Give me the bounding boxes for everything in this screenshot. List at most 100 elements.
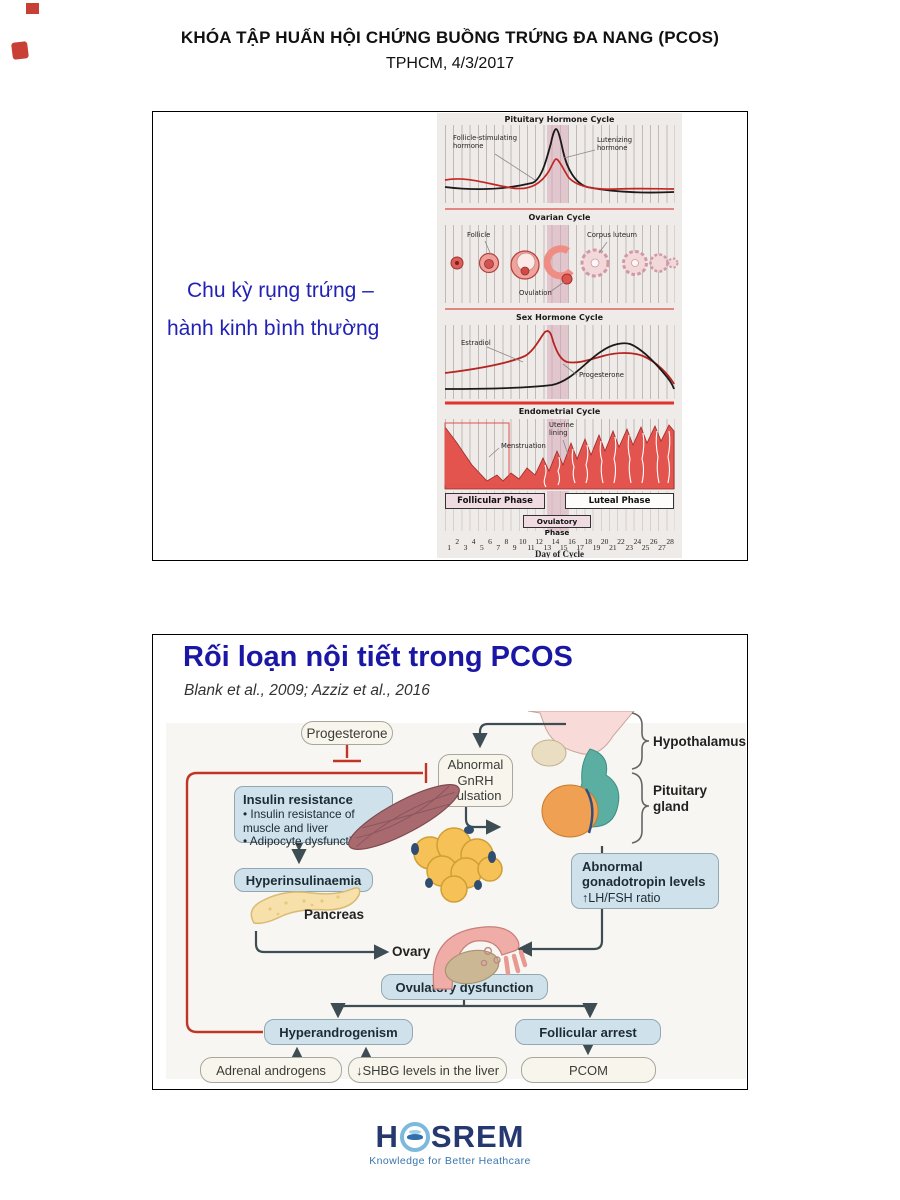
day-tick: 6 (488, 537, 492, 546)
logo-letters-srem: SREM (430, 1119, 525, 1154)
day-tick: 11 (527, 543, 535, 552)
menstrual-cycle-figure: Pituitary Hormone Cycle Ovarian Cycle Se… (437, 113, 682, 558)
progesterone-label: Progesterone (579, 371, 624, 379)
menstruation-pointer (488, 447, 500, 458)
bullet-item: Adipocyte dysfunction (243, 835, 384, 849)
pcos-flowchart: Progesterone Abnormal GnRH pulsation Ins… (166, 711, 746, 1087)
released-egg (561, 273, 573, 285)
caption-line1: Chu kỳ rụng trứng – (187, 279, 374, 302)
flowchart-connectors (185, 711, 650, 1063)
panel2-title: Ovarian Cycle (528, 213, 591, 222)
day-tick: 13 (543, 543, 552, 552)
ovulating-follicle (543, 245, 574, 280)
day-tick: 5 (479, 543, 484, 552)
hosrem-logo: H SREM Knowledge for Better Heathcare (0, 1119, 900, 1167)
hyperinsulinaemia-box: Hyperinsulinaemia (234, 868, 373, 892)
day-tick: 28 (666, 537, 674, 546)
day-tick: 14 (551, 537, 560, 546)
pcom-box: PCOM (521, 1057, 656, 1083)
day-tick: 23 (625, 543, 633, 552)
menstruation-label: Menstruation (501, 442, 546, 450)
estradiol-pointer (486, 346, 524, 363)
gland-lines (543, 430, 671, 488)
slide1-caption: Chu kỳ rụng trứng – hành kinh bình thườn… (167, 272, 431, 348)
hyperandrogenism-box: Hyperandrogenism (264, 1019, 413, 1045)
progesterone-curve (444, 342, 675, 390)
course-date: TPHCM, 4/3/2017 (385, 55, 515, 72)
lh-fsh-ratio: ↑LH/FSH ratio (582, 890, 661, 905)
day-tick: 7 (496, 543, 501, 552)
estradiol-label: Estradiol (461, 339, 491, 347)
ovulatory-dysfunction-box: Ovulatory dysfunction (381, 974, 548, 1000)
follicle-core (484, 259, 494, 269)
shbg-box: ↓SHBG levels in the liver (348, 1057, 507, 1083)
course-title: KHÓA TẬP HUẤN HỘI CHỨNG BUỒNG TRỨNG ĐA N… (180, 28, 720, 47)
panel1-title: Pituitary Hormone Cycle (504, 115, 615, 124)
ovulation-band (547, 225, 568, 303)
menstruation-outline (444, 422, 510, 486)
corpus-center (631, 259, 639, 267)
corpus-center (590, 258, 600, 268)
slide2-title: Rối loạn nội tiết trong PCOS (183, 641, 573, 673)
day-tick: 25 (641, 543, 650, 552)
day-tick: 24 (633, 537, 642, 546)
corpus-luteum (649, 253, 669, 273)
fsh-pointer (494, 153, 536, 181)
gonadotropin-title: Abnormal gonadotropin levels (582, 859, 706, 889)
day-axis: 1234567891011121314151617181920212223242… (445, 537, 675, 555)
day-tick: 22 (617, 537, 625, 546)
hypothalamus-pituitary-art (527, 711, 635, 838)
page-header: KHÓA TẬP HUẤN HỘI CHỨNG BUỒNG TRỨNG ĐA N… (0, 28, 900, 73)
lh-pointer (563, 149, 596, 159)
day-tick: 17 (576, 543, 584, 552)
day-tick: 26 (650, 537, 658, 546)
day-tick: 3 (463, 543, 468, 552)
gonadotropin-box: Abnormal gonadotropin levels ↑LH/FSH rat… (571, 853, 719, 909)
oocyte (520, 266, 530, 276)
progesterone-box: Progesterone (301, 721, 393, 745)
corpus-luteum (667, 257, 679, 269)
day-axis-label: Day of Cycle (535, 549, 584, 558)
insulin-resistance-box: Insulin resistance Insulin resistance of… (234, 786, 393, 848)
follicular-phase-box: Follicular Phase (445, 493, 545, 509)
day-tick: 27 (658, 543, 666, 552)
follicle-label: Follicle (467, 231, 491, 239)
panel4-title: Endometrial Cycle (518, 407, 601, 416)
follicle-core (455, 261, 459, 265)
day-tick: 9 (512, 543, 517, 552)
corpus-luteum-label: Corpus luteum (587, 231, 637, 239)
follicle-pointer (484, 240, 492, 256)
logo-letter-h: H (375, 1119, 399, 1154)
uterine-pointer (562, 439, 570, 458)
day-tick: 2 (455, 537, 460, 546)
lh-label: Lutenizing hormone (597, 136, 633, 152)
day-tick: 4 (471, 537, 476, 546)
red-corner-mark (26, 3, 39, 14)
caption-line2: hành kinh bình thường (167, 317, 380, 340)
fsh-label: Follicle-stimulating hormone (453, 134, 518, 150)
uterine-lining-label: Uterine lining (549, 421, 574, 437)
luteal-phase-box: Luteal Phase (565, 493, 674, 509)
slide2-citation: Blank et al., 2009; Azziz et al., 2016 (184, 682, 430, 699)
panel3-title: Sex Hormone Cycle (515, 313, 603, 322)
day-tick: 20 (600, 537, 609, 546)
hosrem-wordmark: H SREM (0, 1119, 900, 1154)
ovulation-pointer (549, 281, 565, 293)
inhibition-lines (185, 745, 428, 1034)
bullet-item: Insulin resistance of muscle and liver (243, 807, 384, 835)
follicular-arrest-box: Follicular arrest (515, 1019, 661, 1045)
corpus-pointer (598, 241, 608, 254)
day-tick: 12 (535, 537, 543, 546)
pancreas-label: Pancreas (304, 907, 365, 922)
slide-normal-cycle: Chu kỳ rụng trứng – hành kinh bình thườn… (152, 111, 748, 561)
day-tick: 1 (447, 543, 451, 552)
insulin-resistance-title: Insulin resistance (243, 792, 353, 807)
day-tick: 8 (504, 537, 509, 546)
ovulation-label: Ovulation (519, 289, 552, 297)
logo-tagline: Knowledge for Better Heathcare (369, 1155, 531, 1167)
globe-icon (399, 1122, 430, 1152)
braces (631, 712, 650, 844)
adrenal-androgens-box: Adrenal androgens (200, 1057, 342, 1083)
figure-artwork (444, 128, 679, 490)
